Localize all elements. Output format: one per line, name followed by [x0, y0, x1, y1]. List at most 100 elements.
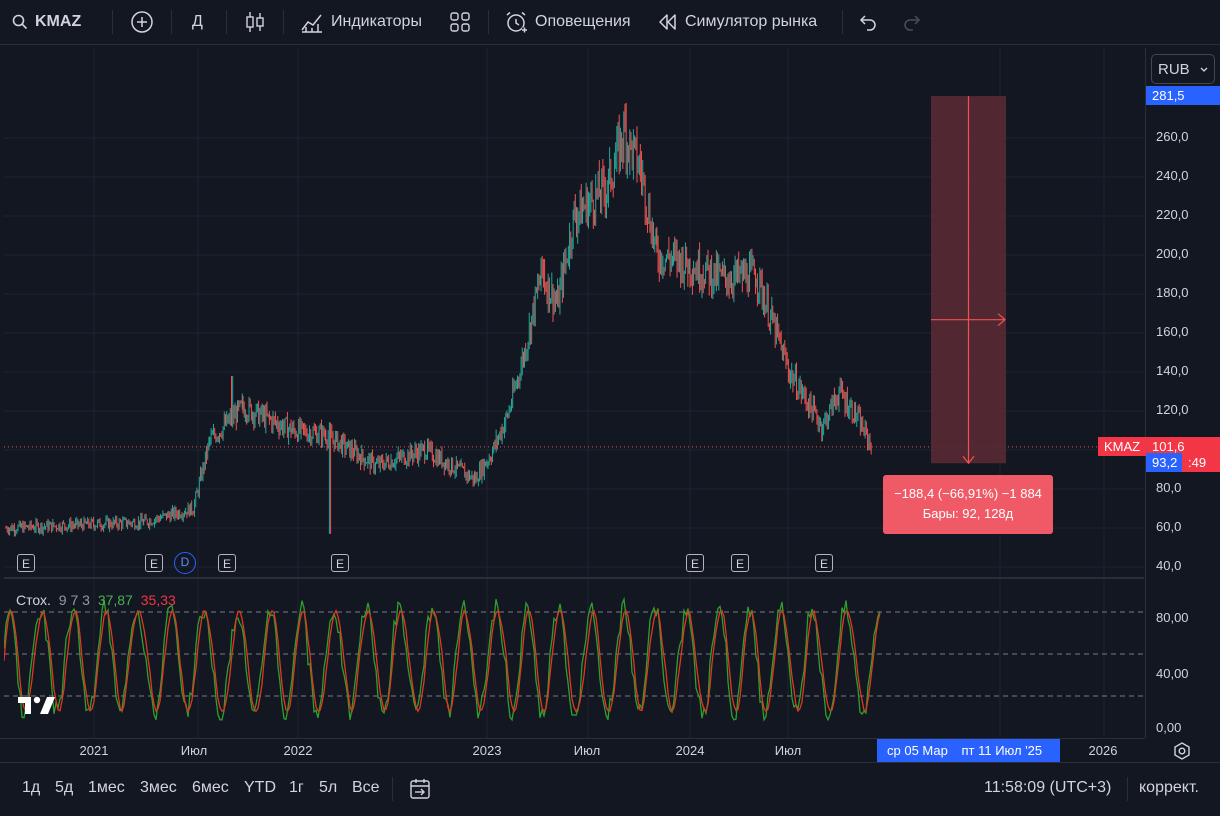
range-from-label: ср 05 Мар — [887, 743, 948, 758]
symbol-label: KMAZ — [35, 13, 82, 30]
divider — [171, 10, 172, 34]
rewind-icon — [658, 13, 678, 31]
currency-label: RUB — [1158, 60, 1190, 78]
price-tick: 220,0 — [1156, 207, 1189, 222]
price-tick: 180,0 — [1156, 285, 1189, 300]
clock-timezone[interactable]: 11:58:09 (UTC+3) — [984, 779, 1112, 796]
earnings-badge[interactable]: E — [17, 554, 35, 572]
layouts-button[interactable] — [449, 0, 471, 44]
indicators-button[interactable]: Индикаторы — [300, 0, 422, 44]
candles-icon — [244, 10, 266, 34]
measure-tooltip: −188,4 (−66,91%) −1 884 Бары: 92, 128д — [883, 475, 1053, 534]
search-icon — [12, 14, 28, 30]
stoch-tick: 80,00 — [1156, 610, 1189, 625]
chart-type-button[interactable] — [244, 0, 266, 44]
indicators-icon — [300, 10, 324, 34]
range-button[interactable]: YTD — [244, 779, 276, 796]
alarm-clock-icon — [504, 10, 528, 34]
stoch-tick: 40,00 — [1156, 666, 1189, 681]
alerts-label: Оповещения — [535, 13, 631, 30]
adjust-button[interactable]: коррект. — [1139, 779, 1199, 796]
time-tick: 2023 — [472, 743, 502, 758]
price-scale[interactable]: RUB 281,5 260,0 240,0 220,0 200,0 180,0 … — [1145, 48, 1220, 738]
divider — [283, 10, 284, 34]
dividend-badge[interactable]: D — [174, 552, 196, 574]
earnings-badge[interactable]: E — [218, 554, 236, 572]
divider — [226, 10, 227, 34]
price-tick: 60,0 — [1156, 519, 1182, 534]
redo-button[interactable] — [902, 0, 922, 44]
settings-icon — [1172, 742, 1192, 765]
grid-icon — [449, 11, 471, 33]
time-tick: 2026 — [1088, 743, 1118, 758]
time-tick: Июл — [180, 743, 208, 758]
interval-button[interactable]: Д — [192, 0, 203, 44]
divider — [112, 10, 113, 34]
divider — [842, 10, 843, 34]
measure-change: −188,4 (−66,91%) −1 884 — [894, 486, 1042, 501]
interval-label: Д — [192, 13, 203, 30]
range-button[interactable]: Все — [352, 779, 380, 796]
compare-symbol-button[interactable] — [130, 0, 154, 44]
earnings-badge[interactable]: E — [815, 554, 833, 572]
time-tick: Июл — [573, 743, 601, 758]
earnings-badge[interactable]: E — [331, 554, 349, 572]
price-tick: 80,0 — [1156, 480, 1182, 495]
time-tick: 2024 — [675, 743, 705, 758]
time-tick: 2021 — [79, 743, 109, 758]
measure-date-range: ср 05 Мар пт 11 Июл '25 — [877, 739, 1060, 762]
range-button[interactable]: 5л — [319, 779, 338, 796]
market-replay-button[interactable]: Симулятор рынка — [658, 0, 817, 44]
top-toolbar: KMAZ Д Индикаторы Оповещения Симулятор р… — [0, 0, 1220, 45]
alerts-button[interactable]: Оповещения — [504, 0, 631, 44]
replay-label: Симулятор рынка — [685, 13, 818, 30]
time-tick: 2022 — [283, 743, 313, 758]
earnings-badge[interactable]: E — [731, 554, 749, 572]
time-axis[interactable]: 2021 Июл 2022 2023 Июл 2024 Июл 2026 ср … — [0, 738, 1190, 763]
price-tick: 160,0 — [1156, 324, 1189, 339]
range-button[interactable]: 3мес — [140, 779, 177, 796]
stoch-d-value: 35,33 — [140, 592, 176, 608]
symbol-search[interactable]: KMAZ — [12, 0, 81, 44]
symbol-price-tag: KMAZ — [1098, 437, 1147, 456]
undo-icon — [858, 13, 878, 31]
price-tick: 240,0 — [1156, 168, 1189, 183]
range-button[interactable]: 1мес — [88, 779, 125, 796]
price-tick: 40,0 — [1156, 558, 1182, 573]
divider — [1127, 777, 1128, 801]
range-high-label: 281,5 — [1146, 86, 1220, 105]
range-button[interactable]: 6мес — [192, 779, 229, 796]
countdown-label: :49 — [1182, 453, 1220, 472]
bottom-toolbar: 1д 5д 1мес 3мес 6мес YTD 1г 5л Все 11:58… — [0, 762, 1220, 816]
earnings-badge[interactable]: E — [145, 554, 163, 572]
range-button[interactable]: 5д — [55, 779, 74, 796]
add-circle-icon — [130, 10, 154, 34]
price-chart-svg[interactable] — [4, 48, 1144, 738]
stoch-k-line — [4, 596, 881, 722]
stoch-d-line — [4, 608, 881, 714]
divider — [488, 10, 489, 34]
range-button[interactable]: 1д — [22, 779, 41, 796]
chevron-down-icon — [1200, 60, 1208, 78]
range-button[interactable]: 1г — [289, 779, 304, 796]
price-tick: 260,0 — [1156, 129, 1189, 144]
measure-bars: Бары: 92, 128д — [922, 506, 1014, 521]
axis-settings-button[interactable] — [1172, 741, 1192, 766]
stoch-params: 9 7 3 — [58, 592, 90, 608]
price-tick: 120,0 — [1156, 402, 1189, 417]
price-tick: 200,0 — [1156, 246, 1189, 261]
earnings-badge[interactable]: E — [686, 554, 704, 572]
redo-icon — [902, 13, 922, 31]
undo-button[interactable] — [858, 0, 878, 44]
go-to-date-button[interactable] — [408, 777, 432, 806]
currency-select[interactable]: RUB — [1151, 54, 1215, 84]
measure-low-label: 93,2 — [1146, 453, 1188, 472]
stoch-legend[interactable]: Стох. 9 7 3 37,87 35,33 — [16, 592, 176, 608]
current-price-label: 101,6 — [1146, 437, 1220, 456]
time-tick: Июл — [774, 743, 802, 758]
stoch-tick: 0,00 — [1156, 720, 1182, 735]
tradingview-logo[interactable] — [18, 694, 56, 721]
indicators-label: Индикаторы — [331, 13, 422, 30]
chart-pane[interactable]: Стох. 9 7 3 37,87 35,33 E E D E E E E E … — [4, 48, 1144, 738]
divider — [392, 777, 393, 801]
